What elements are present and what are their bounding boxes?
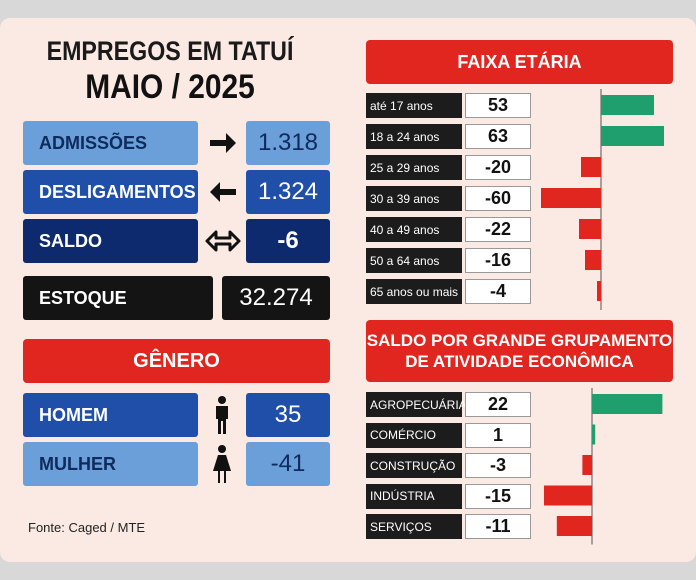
- data-label: -20: [465, 155, 531, 180]
- bar: [601, 95, 654, 115]
- bar: [601, 126, 664, 146]
- arrow-left-icon: [200, 170, 246, 214]
- category-label: CONSTRUÇÃO: [366, 453, 462, 478]
- bar: [579, 219, 601, 239]
- mulher-value: -41: [246, 442, 330, 486]
- faixa-etaria-title: FAIXA ETÁRIA: [366, 40, 673, 84]
- atividade-title: SALDO POR GRANDE GRUPAMENTO DE ATIVIDADE…: [366, 320, 673, 382]
- source-note: Fonte: Caged / MTE: [28, 520, 146, 535]
- category-label: 18 a 24 anos: [366, 124, 462, 149]
- data-label: -11: [465, 514, 531, 539]
- estoque-value: 32.274: [222, 276, 330, 320]
- bar: [556, 516, 592, 536]
- bar: [592, 424, 596, 445]
- bar: [582, 455, 592, 475]
- mulher-label: MULHER: [23, 442, 198, 486]
- data-label: 22: [465, 392, 531, 417]
- atividade-title-line1: SALDO POR GRANDE GRUPAMENTO: [366, 331, 673, 350]
- arrow-right-icon: [200, 121, 246, 165]
- category-label: COMÉRCIO: [366, 422, 462, 448]
- page-subtitle: MAIO / 2025: [85, 68, 255, 106]
- page-title: EMPREGOS EM TATUÍ: [46, 36, 294, 66]
- category-label: 25 a 29 anos: [366, 155, 462, 180]
- saldo-value: -6: [246, 219, 330, 263]
- data-label: -16: [465, 248, 531, 273]
- homem-label: HOMEM: [23, 393, 198, 437]
- saldo-label: SALDO: [23, 219, 198, 263]
- desligamentos-label: DESLIGAMENTOS: [23, 170, 198, 214]
- bar: [581, 157, 601, 177]
- arrow-both-icon: [200, 219, 246, 263]
- admissoes-value: 1.318: [246, 121, 330, 165]
- category-label: 30 a 39 anos: [366, 186, 462, 211]
- data-label: -15: [465, 483, 531, 509]
- bar: [585, 250, 601, 270]
- estoque-label: ESTOQUE: [23, 276, 213, 320]
- data-label: 1: [465, 422, 531, 448]
- data-label: -60: [465, 186, 531, 211]
- data-label: -4: [465, 279, 531, 304]
- category-label: até 17 anos: [366, 93, 462, 118]
- bar: [597, 281, 601, 301]
- homem-value: 35: [246, 393, 330, 437]
- category-label: 40 a 49 anos: [366, 217, 462, 242]
- data-label: -3: [465, 453, 531, 478]
- category-label: SERVIÇOS: [366, 514, 462, 539]
- atividade-title-line2: DE ATIVIDADE ECONÔMICA: [405, 352, 634, 371]
- data-label: -22: [465, 217, 531, 242]
- category-label: AGROPECUÁRIA: [366, 392, 467, 417]
- desligamentos-value: 1.324: [246, 170, 330, 214]
- bar: [592, 394, 663, 414]
- category-label: INDÚSTRIA: [366, 483, 462, 509]
- data-label: 63: [465, 124, 531, 149]
- woman-icon: [210, 445, 234, 488]
- man-icon: [212, 396, 232, 439]
- category-label: 50 a 64 anos: [366, 248, 462, 273]
- data-label: 53: [465, 93, 531, 118]
- admissoes-label: ADMISSÕES: [23, 121, 198, 165]
- bar: [544, 485, 592, 506]
- category-label: 65 anos ou mais: [366, 279, 462, 304]
- bar: [541, 188, 601, 208]
- genero-title: GÊNERO: [23, 339, 330, 383]
